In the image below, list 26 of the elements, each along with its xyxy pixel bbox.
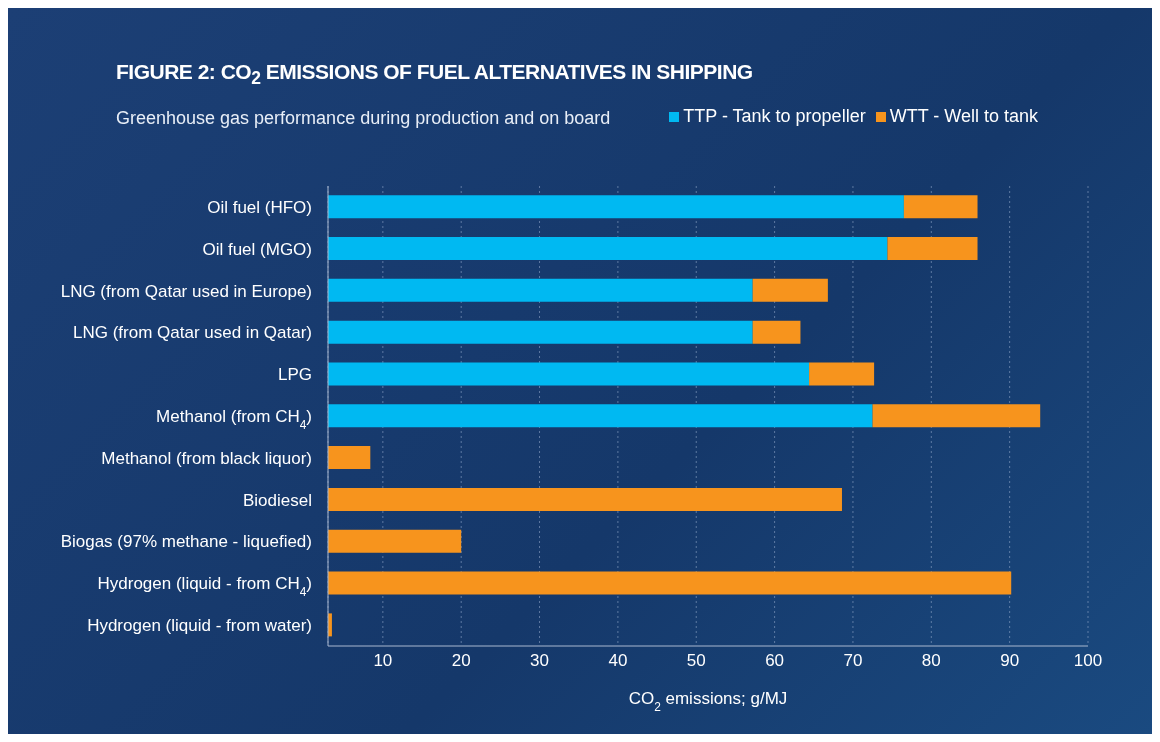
y-tick-label: Hydrogen (liquid - from CH$_{4}$)	[97, 574, 312, 600]
y-tick-label: LNG (from Qatar used in Europe)	[60, 281, 312, 301]
y-tick-label: LPG	[277, 365, 312, 385]
x-tick-label: 70	[843, 651, 863, 671]
x-tick-label: 80	[921, 651, 941, 671]
y-tick-label: Biodiesel	[243, 490, 312, 510]
y-tick-label: Methanol (from black liquor)	[101, 448, 312, 468]
y-tick-label: LNG (from Qatar used in Qatar)	[72, 323, 312, 343]
chart-subtitle: Greenhouse gas performance during production and on board	[116, 108, 611, 129]
x-tick-label: 10	[373, 651, 393, 671]
chart-title: FIGURE 2: CO$_{2}$ EMISSIONS OF FUEL ALTERNATIVES IN SHIPPING	[116, 60, 753, 90]
x-tick-label: 60	[765, 651, 785, 671]
legend-label: TTP - Tank to propeller	[683, 106, 866, 126]
y-tick-label: Hydrogen (liquid - from water)	[87, 616, 312, 636]
x-tick-label: 90	[1000, 651, 1020, 671]
x-tick-label: 30	[530, 651, 550, 671]
y-tick-label: Oil fuel (HFO)	[207, 197, 312, 217]
x-tick-label: 100	[1073, 651, 1103, 671]
y-tick-label: Methanol (from CH$_{4}$)	[156, 407, 312, 432]
y-tick-label: Oil fuel (MGO)	[202, 239, 312, 259]
y-tick-label: Biogas (97% methane - liquefied)	[60, 532, 312, 552]
x-tick-label: 20	[451, 651, 471, 671]
x-tick-label: 40	[608, 651, 628, 671]
x-tick-label: 50	[686, 651, 706, 671]
legend-label: WTT - Well to tank	[889, 106, 1038, 126]
x-axis-title: CO$_{2}$ emissions; g/MJ	[628, 689, 788, 714]
